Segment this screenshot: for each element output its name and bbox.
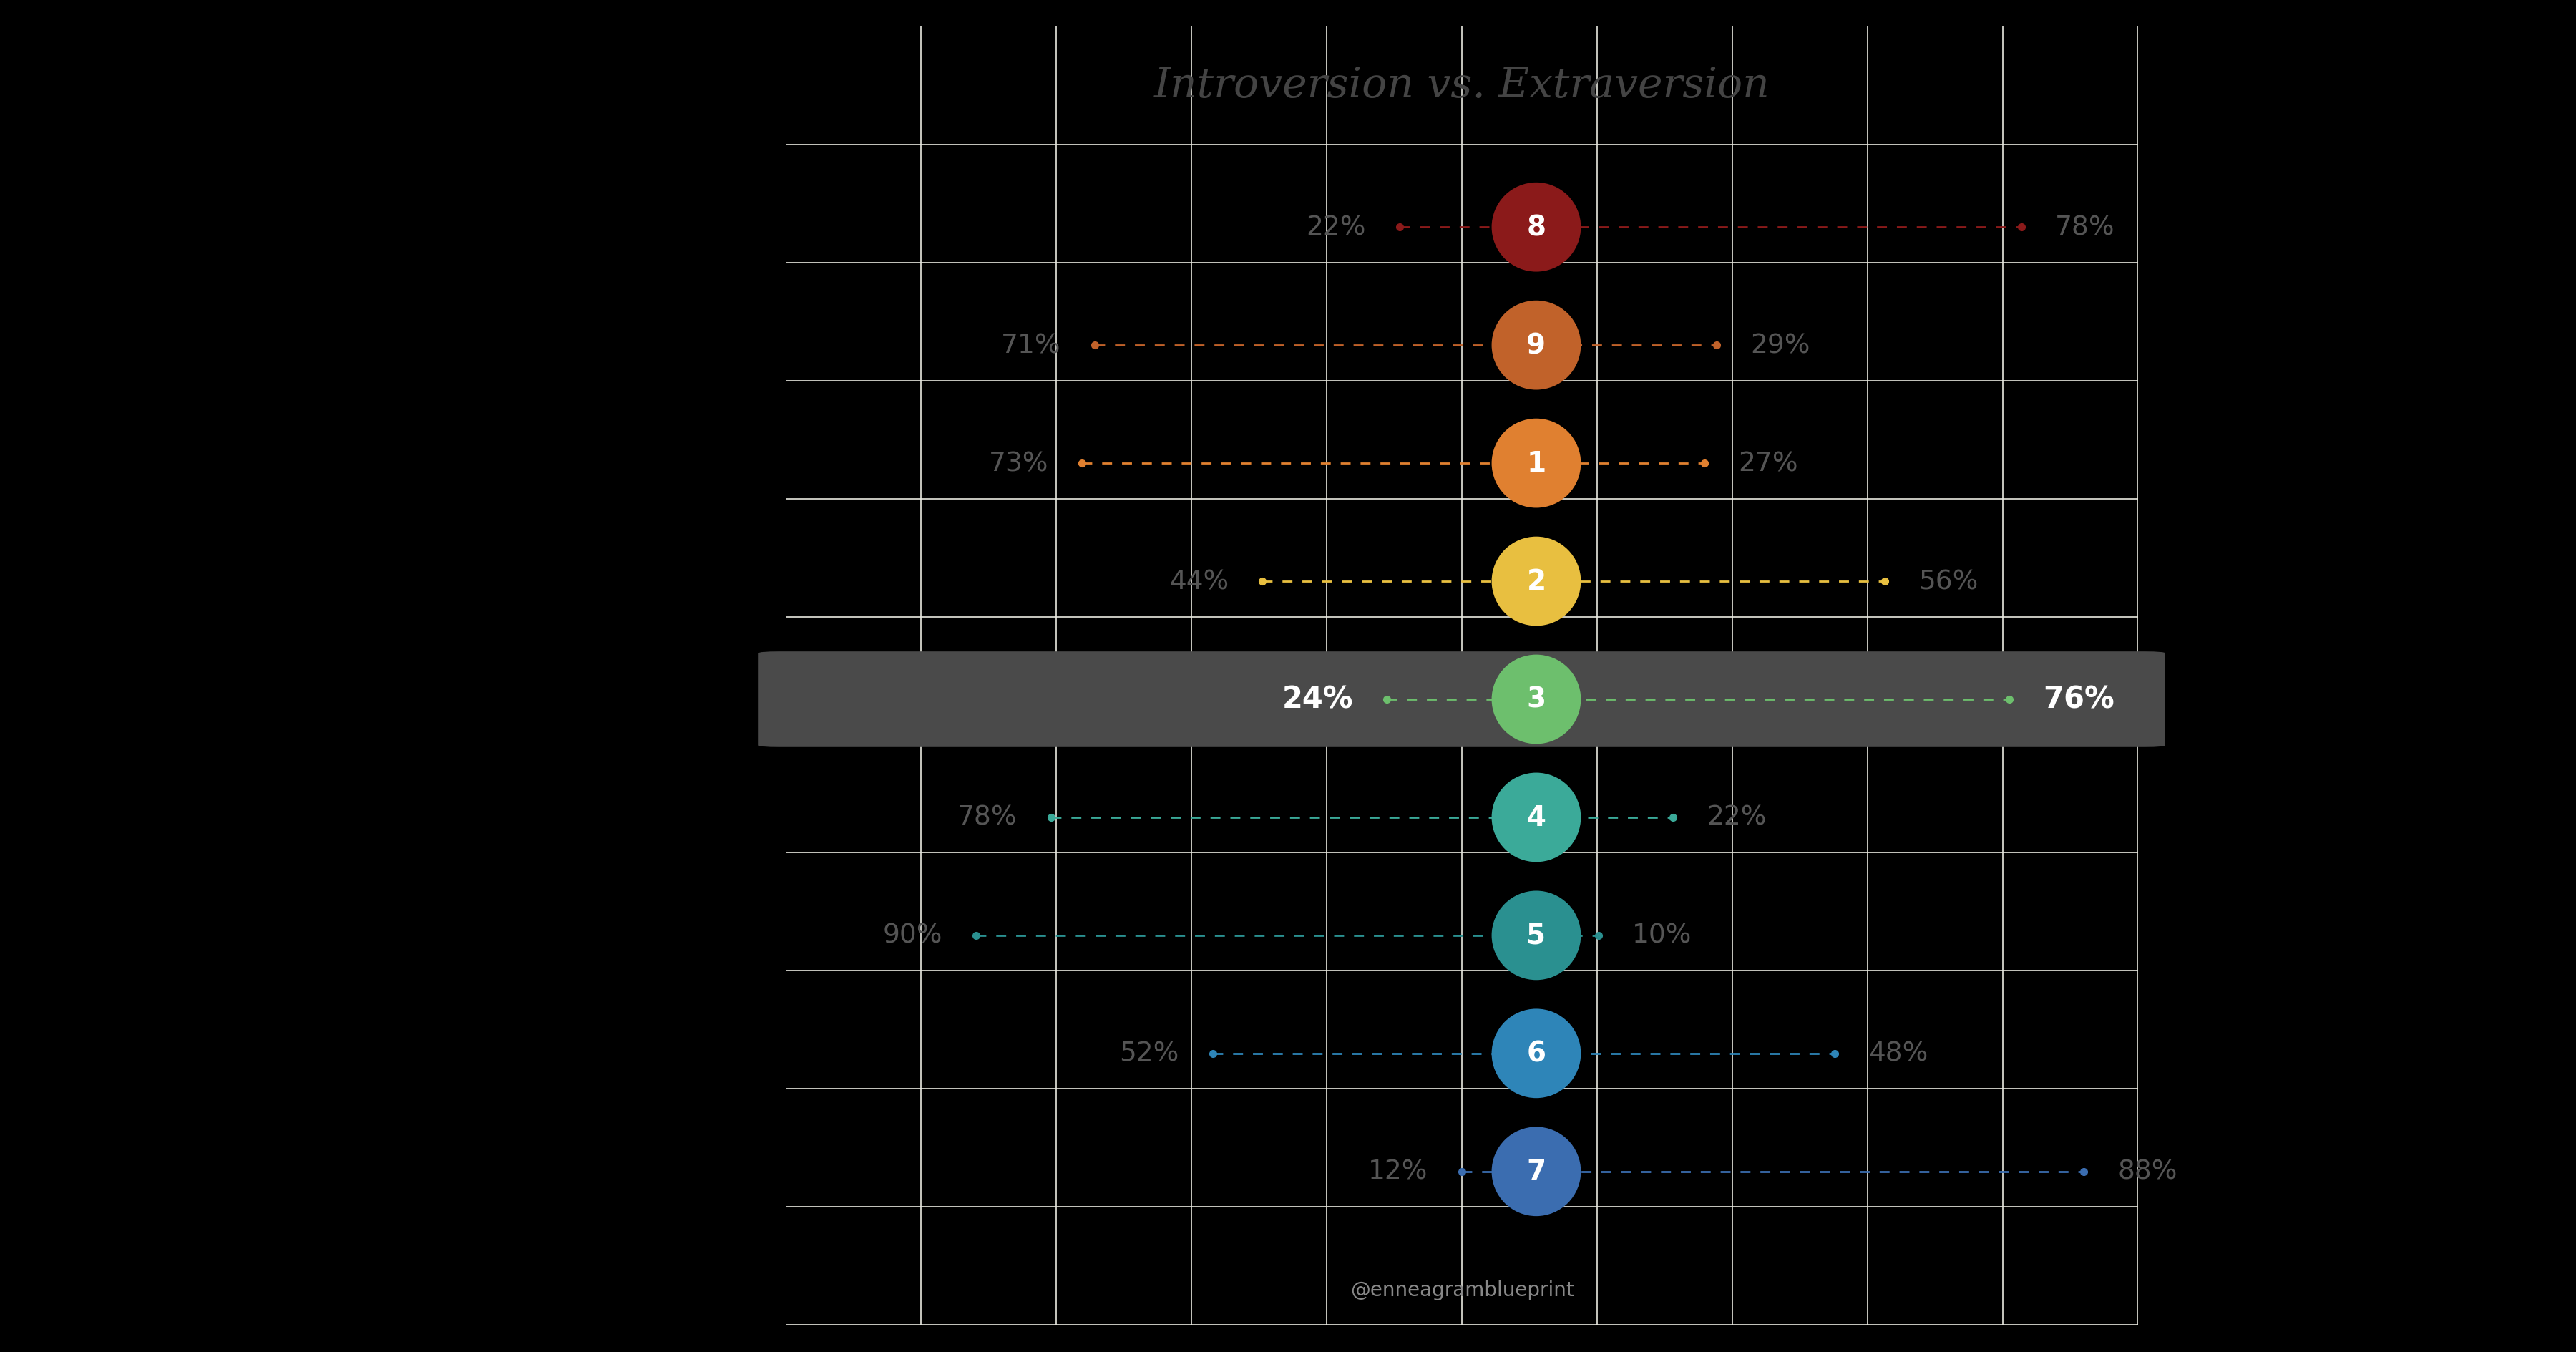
Ellipse shape xyxy=(1492,419,1582,508)
Text: 2: 2 xyxy=(1528,568,1546,595)
Text: 6: 6 xyxy=(1528,1040,1546,1067)
Text: 78%: 78% xyxy=(958,804,1018,830)
Text: 22%: 22% xyxy=(1306,215,1365,241)
Text: 5: 5 xyxy=(1528,922,1546,949)
Ellipse shape xyxy=(1492,1128,1582,1217)
Text: 7: 7 xyxy=(1528,1157,1546,1186)
Text: 24%: 24% xyxy=(1283,684,1352,715)
Ellipse shape xyxy=(1492,183,1582,272)
Text: 52%: 52% xyxy=(1121,1041,1180,1067)
Text: 27%: 27% xyxy=(1739,450,1798,476)
FancyBboxPatch shape xyxy=(760,652,2164,748)
Text: 12%: 12% xyxy=(1368,1159,1427,1184)
Ellipse shape xyxy=(1492,773,1582,863)
Text: 48%: 48% xyxy=(1868,1041,1929,1067)
Text: 10%: 10% xyxy=(1633,922,1692,949)
Text: 56%: 56% xyxy=(1919,569,1978,595)
Text: 88%: 88% xyxy=(2117,1159,2177,1184)
Text: 8: 8 xyxy=(1528,214,1546,241)
Text: 73%: 73% xyxy=(989,450,1048,476)
Text: 9: 9 xyxy=(1528,333,1546,360)
Text: 76%: 76% xyxy=(2043,684,2115,715)
Text: 78%: 78% xyxy=(2056,215,2115,241)
Text: 22%: 22% xyxy=(1708,804,1767,830)
Text: 4: 4 xyxy=(1528,804,1546,831)
Text: 1: 1 xyxy=(1528,450,1546,477)
Text: 29%: 29% xyxy=(1752,333,1811,358)
Ellipse shape xyxy=(1492,1009,1582,1098)
Ellipse shape xyxy=(1492,301,1582,391)
Ellipse shape xyxy=(1492,654,1582,744)
Ellipse shape xyxy=(1492,891,1582,980)
Text: Introversion vs. Extraversion: Introversion vs. Extraversion xyxy=(1154,66,1770,107)
Text: 3: 3 xyxy=(1528,685,1546,714)
Ellipse shape xyxy=(1492,537,1582,626)
Text: 90%: 90% xyxy=(884,922,943,949)
Text: @enneagramblueprint: @enneagramblueprint xyxy=(1350,1279,1574,1299)
Text: 44%: 44% xyxy=(1170,569,1229,595)
Text: 71%: 71% xyxy=(1002,333,1061,358)
